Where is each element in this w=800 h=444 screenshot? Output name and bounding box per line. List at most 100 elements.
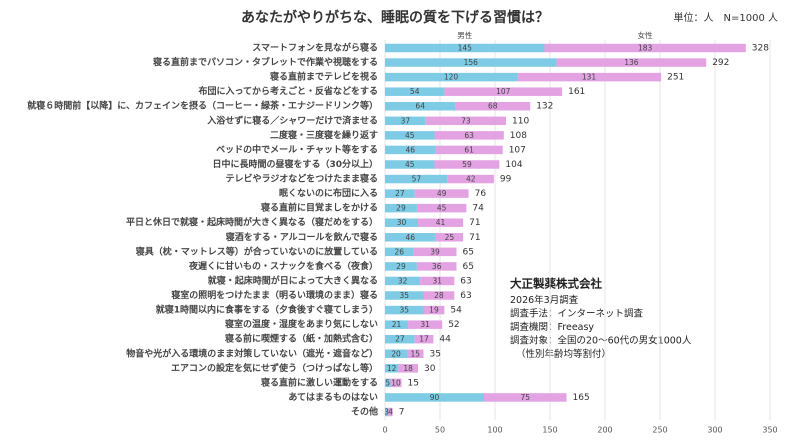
annotation-line: 大正製薬株式会社 — [510, 277, 602, 291]
x-tick-label: 300 — [707, 426, 722, 435]
category-label: 寝る前に喫煙する（紙・加熱式含む） — [225, 333, 378, 345]
total-label: 71 — [469, 218, 480, 228]
legend-label: 女性 — [638, 30, 653, 40]
segment-label: 35 — [399, 291, 409, 300]
segment-label: 49 — [437, 189, 447, 198]
category-label: 就寝・起床時間が日によって大きく異なる — [208, 274, 378, 286]
bar-segment — [385, 72, 517, 82]
category-label: 寝る直前に目覚ましをかける — [261, 202, 378, 214]
category-label: 入浴せずに寝る／シャワーだけで済ませる — [206, 114, 378, 126]
bar-segment — [455, 101, 531, 111]
bar-segment — [414, 334, 434, 344]
segment-label: 45 — [405, 160, 415, 169]
bar-segment — [423, 291, 455, 300]
category-label: 布団に入ってから考えごと・反省などをする — [197, 85, 378, 97]
total-label: 104 — [505, 160, 522, 170]
x-tick-label: 100 — [487, 426, 502, 435]
total-label: 30 — [424, 364, 436, 374]
total-label: 63 — [460, 276, 471, 286]
total-label: 7 — [399, 408, 405, 418]
x-tick-label: 150 — [542, 426, 557, 435]
segment-label: 25 — [445, 233, 455, 242]
bar-segment — [385, 58, 557, 67]
bar-segment — [484, 393, 567, 402]
bar-segment — [414, 189, 469, 198]
segment-label: 12 — [387, 364, 397, 373]
bar-segment — [385, 393, 484, 402]
category-label: 寝酒をする・アルコールを飲んで寝る — [226, 231, 378, 243]
category-label: 二度寝・三度寝を繰り返す — [270, 129, 378, 141]
bar-segment — [407, 349, 424, 359]
segment-label: 21 — [392, 320, 402, 329]
total-label: 161 — [568, 87, 585, 97]
total-label: 292 — [712, 58, 729, 68]
total-label: 63 — [460, 291, 471, 301]
total-label: 99 — [500, 175, 512, 185]
bar-segment — [385, 262, 417, 271]
bar-segment — [385, 116, 426, 126]
bar-segment — [385, 305, 424, 315]
x-tick-label: 50 — [435, 426, 445, 435]
segment-label: 26 — [395, 247, 405, 256]
category-label: 眠くないのに布団に入る — [279, 187, 378, 199]
bar-segment — [435, 145, 503, 155]
segment-label: 18 — [403, 364, 413, 373]
x-tick-label: 0 — [382, 426, 387, 435]
bar-segment — [390, 378, 402, 388]
bar-segment — [385, 334, 415, 344]
total-label: 74 — [472, 204, 484, 214]
annotation-line: 調査対象：全国の20〜60代の男女1000人 — [510, 335, 692, 347]
segment-label: 41 — [436, 218, 446, 227]
bar-segment — [385, 145, 436, 155]
bar-segment — [385, 203, 417, 213]
bar-segment — [385, 291, 424, 300]
segment-label: 183 — [638, 44, 653, 53]
segment-label: 37 — [401, 116, 411, 125]
segment-label: 39 — [430, 247, 440, 256]
segment-label: 61 — [464, 145, 474, 154]
total-label: 110 — [512, 116, 529, 126]
bar-segment — [388, 407, 393, 417]
annotation-line: 調査機関：Freeasy — [510, 321, 594, 333]
bar-segment — [385, 364, 399, 373]
segment-label: 4 — [388, 408, 393, 417]
segment-label: 57 — [412, 175, 422, 184]
segment-label: 32 — [398, 276, 408, 285]
bar-segment — [435, 233, 464, 242]
segment-label: 73 — [461, 116, 471, 125]
bar-segment — [434, 160, 500, 169]
segment-label: 31 — [432, 276, 442, 285]
segment-label: 145 — [458, 44, 473, 53]
bar-segment — [385, 43, 545, 53]
segment-label: 156 — [464, 58, 479, 67]
category-label: その他 — [351, 406, 378, 418]
category-label: 寝る直前に激しい運動をする — [261, 376, 378, 388]
segment-label: 107 — [496, 87, 511, 96]
total-label: 132 — [536, 102, 553, 112]
bar-segment — [385, 233, 436, 242]
segment-label: 20 — [391, 349, 401, 358]
category-label: 寝室の温度・湿度をあまり気にしない — [225, 318, 378, 330]
total-label: 165 — [573, 393, 590, 403]
bar-segment — [385, 131, 435, 140]
segment-label: 120 — [444, 73, 459, 82]
category-label: テレビやラジオなどをつけたまま寝る — [225, 173, 378, 185]
total-label: 44 — [439, 335, 451, 345]
total-label: 35 — [430, 349, 441, 359]
total-label: 76 — [475, 189, 487, 199]
category-label: 物音や光が入る環境のまま対策していない（遮光・遮音など） — [126, 347, 378, 359]
x-tick-label: 200 — [597, 426, 612, 435]
segment-label: 68 — [488, 102, 498, 111]
segment-label: 54 — [410, 87, 420, 96]
segment-label: 63 — [464, 131, 474, 140]
legend-label: 男性 — [457, 30, 472, 40]
x-tick-label: 350 — [762, 426, 777, 435]
total-label: 108 — [510, 131, 527, 141]
bar-segment — [385, 174, 448, 184]
bar-segment — [385, 87, 445, 96]
bar-segment — [434, 131, 504, 140]
segment-label: 27 — [395, 335, 405, 344]
total-label: 65 — [463, 262, 474, 272]
category-label: 平日と休日で就寝・起床時間が大きく異なる（寝だめをする） — [126, 216, 378, 228]
